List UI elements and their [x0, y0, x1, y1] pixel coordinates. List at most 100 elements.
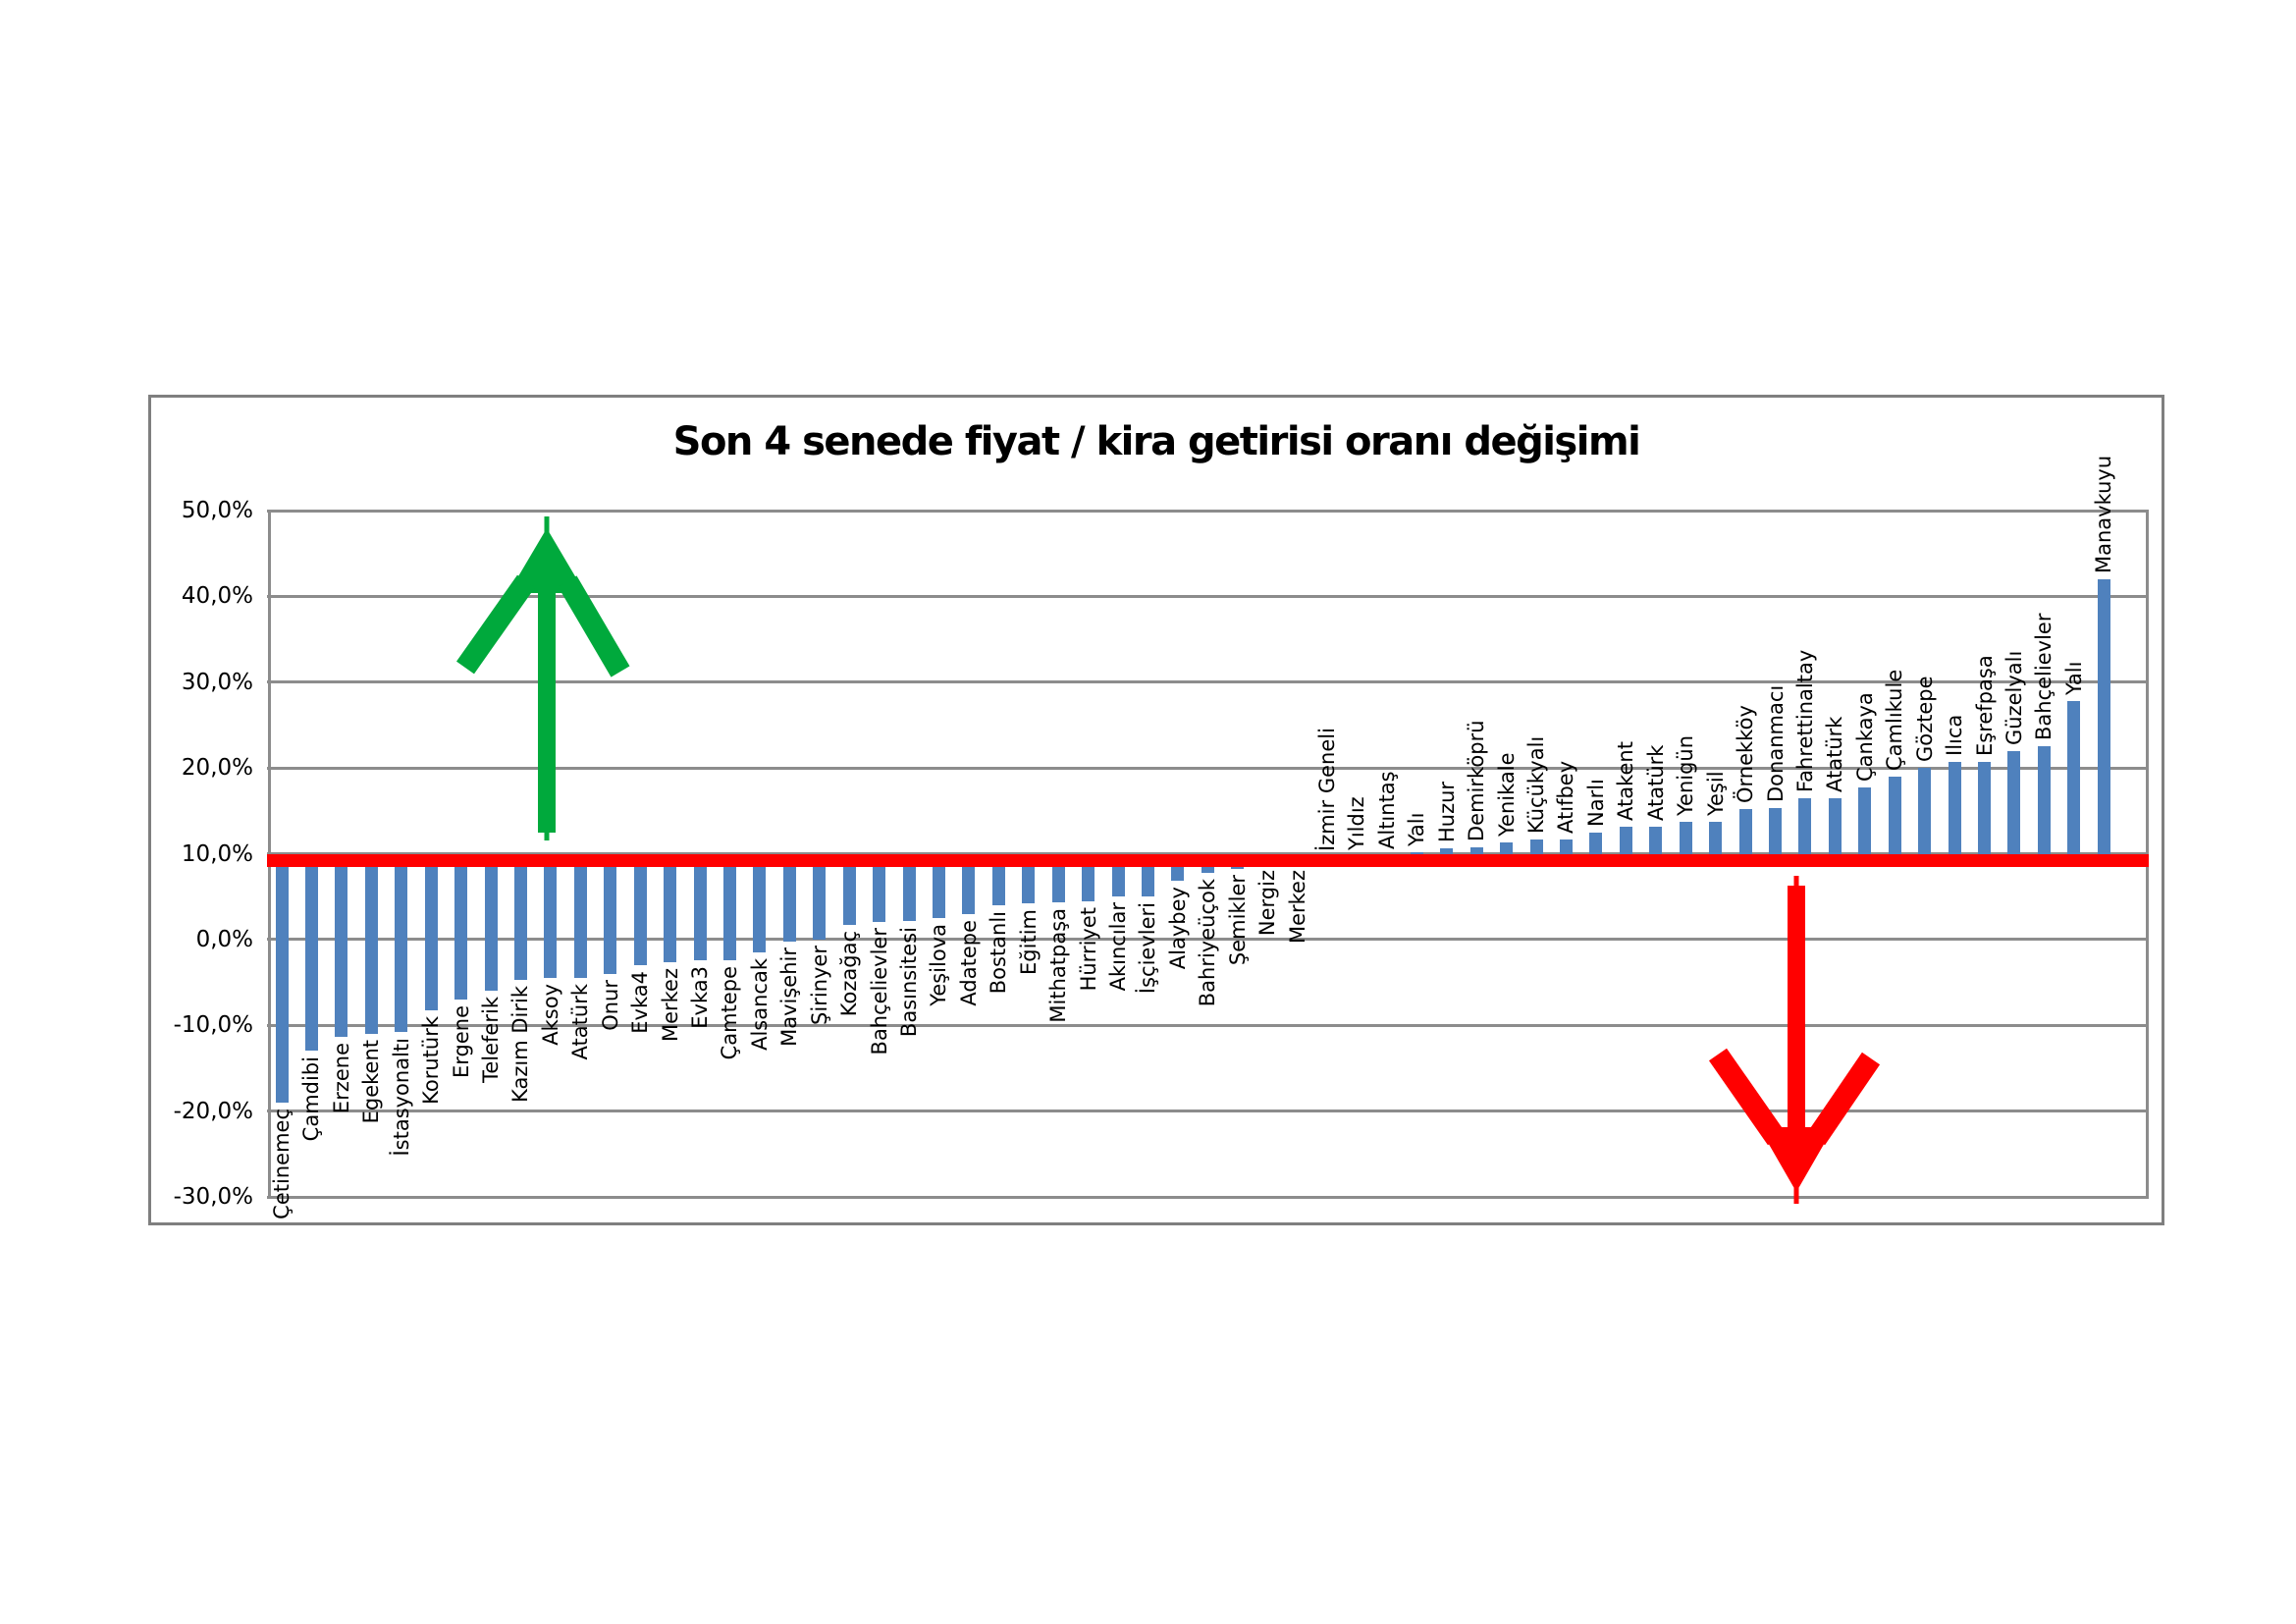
bar-label: Nergiz — [1255, 869, 1280, 937]
bar — [304, 856, 318, 1052]
bar — [1948, 762, 1961, 865]
bar-label: Manavkuyu — [2092, 455, 2116, 573]
bar — [573, 856, 587, 979]
bar — [1022, 856, 1036, 904]
bar-label: Atıfbey — [1554, 760, 1578, 834]
bar-label: Kazım Dirik — [508, 985, 533, 1103]
bar-label: Atatürk — [1643, 744, 1668, 821]
gridline--20 — [267, 1110, 2149, 1113]
bar — [902, 856, 916, 921]
bar-label: Alsancak — [747, 957, 772, 1051]
bar-label: Atatürk — [1823, 716, 1847, 792]
bar — [873, 856, 886, 923]
bar — [1679, 822, 1692, 865]
bar — [604, 856, 617, 974]
bar — [782, 856, 796, 943]
bar-label: Ilıca — [1943, 714, 1967, 756]
bar-label: Merkez — [1285, 869, 1309, 945]
bar — [454, 856, 468, 1001]
bar-label: Örnekköy — [1734, 705, 1758, 804]
bar-label: Demirköprü — [1465, 719, 1489, 841]
bar-label: Narlı — [1583, 778, 1608, 827]
y-axis-label: -30,0% — [173, 1184, 253, 1210]
bar — [664, 856, 677, 962]
bar — [2067, 700, 2081, 865]
bar-label: Çamtepe — [718, 965, 742, 1060]
bar-label: Mithatpaşa — [1046, 908, 1071, 1023]
bar-label: Korutürk — [419, 1016, 444, 1106]
gridline-40 — [267, 594, 2149, 598]
bar-label: Eşrefpaşa — [1972, 655, 1997, 756]
bar-label: Fahrettinaltay — [1792, 649, 1817, 792]
bar-label: Aksoy — [538, 984, 562, 1046]
bar — [2037, 746, 2051, 865]
bar-label: Çetinemeç — [270, 1108, 294, 1219]
bar — [1051, 856, 1065, 903]
bar — [2097, 578, 2110, 865]
bar — [753, 856, 767, 952]
bar-label: Çamdibi — [299, 1056, 324, 1142]
bar-label: Yıldız — [1345, 796, 1369, 851]
bar-label: Yenikale — [1494, 752, 1519, 838]
bar — [335, 856, 348, 1037]
bar-label: İstasyonaltı — [389, 1038, 413, 1157]
bar — [1769, 808, 1782, 865]
bar — [1888, 776, 1901, 865]
bar — [991, 856, 1005, 905]
bar-label: Yalı — [1405, 812, 1429, 846]
gridline-50 — [267, 509, 2149, 513]
bar — [1918, 768, 1932, 865]
bar — [544, 856, 558, 979]
bar — [1978, 762, 1991, 865]
bar — [1082, 856, 1095, 901]
bar-label: Yalı — [2061, 661, 2086, 695]
bar-label: Bahçelievler — [867, 928, 891, 1056]
bar-label: Evka3 — [688, 965, 713, 1029]
bar-label: Altıntaş — [1374, 771, 1399, 850]
bar — [1828, 797, 1842, 865]
bar — [513, 856, 527, 980]
bar-label: Kozağaç — [837, 931, 862, 1017]
bar-label: Yeşilova — [927, 924, 951, 1006]
y-axis-label: 20,0% — [181, 755, 253, 782]
bar-label: Teleferik — [479, 997, 503, 1084]
gridline-10 — [267, 852, 2149, 855]
plot-area: Çetinemeç Çamdibi Erzene Egekent İstasyonalt… — [267, 456, 2149, 1219]
bar-label: Evka4 — [628, 971, 653, 1034]
bar-label: Mavişehir — [777, 947, 802, 1048]
bar — [364, 856, 378, 1034]
bar-label: Şirinyer — [807, 945, 831, 1025]
plot-border — [267, 511, 271, 1196]
bar — [2007, 750, 2021, 865]
bar-label: Basınsitesi — [897, 926, 922, 1037]
y-axis-label: -10,0% — [173, 1012, 253, 1039]
y-axis-label: 50,0% — [181, 498, 253, 523]
reference-line — [267, 853, 2149, 867]
bar-label: Egekent — [359, 1039, 384, 1124]
bar-label: Donanmacı — [1763, 684, 1788, 803]
gridline-0 — [267, 938, 2149, 942]
bar-label: Huzur — [1434, 782, 1459, 843]
bar — [395, 856, 408, 1033]
gridline--30 — [267, 1195, 2149, 1199]
bar-label: Eğitim — [1016, 909, 1041, 976]
bar — [932, 856, 945, 919]
bar — [484, 856, 498, 992]
bar-label: Ergene — [449, 1005, 473, 1079]
bar-label: Bahriyeüçok — [1196, 878, 1220, 1006]
bar-label: Çankaya — [1852, 692, 1877, 783]
bar-label: Güzelyalı — [2002, 650, 2026, 745]
bar — [633, 856, 647, 966]
y-axis-label: 40,0% — [181, 583, 253, 610]
bar — [275, 856, 289, 1103]
gridline-20 — [267, 766, 2149, 770]
bar-label: Bostanlı — [987, 910, 1011, 995]
bar-label: Şemikler — [1225, 875, 1250, 966]
gridline--10 — [267, 1023, 2149, 1027]
bar — [1858, 787, 1872, 865]
gridline-30 — [267, 680, 2149, 684]
bar — [813, 856, 827, 940]
y-axis-label: -20,0% — [173, 1098, 253, 1124]
bar — [722, 856, 736, 960]
